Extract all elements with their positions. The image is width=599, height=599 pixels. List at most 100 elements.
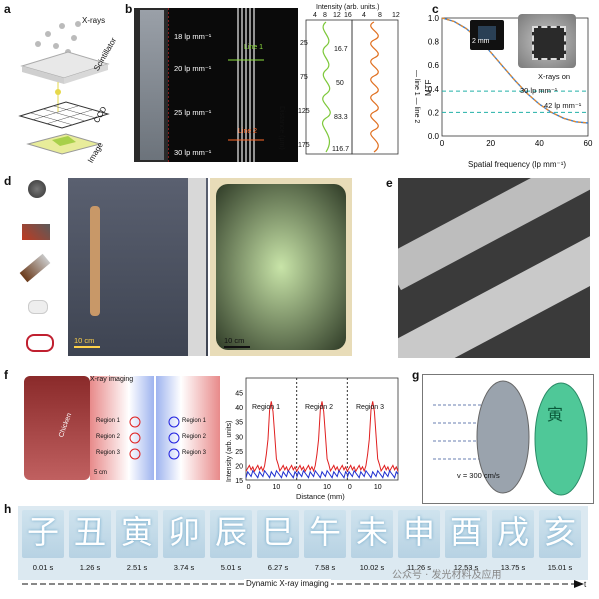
top-tick: 16 — [344, 12, 352, 19]
resolution-xray-image: 18 lp mm⁻¹ 20 lp mm⁻¹ 25 lp mm⁻¹ 30 lp m… — [168, 8, 298, 162]
frame-character: 申 — [402, 513, 435, 551]
backpack-photo: 10 cm — [68, 178, 208, 356]
region-blue-trace — [296, 469, 348, 479]
mtf-x-tick: 0 — [440, 139, 445, 148]
beads-icon — [28, 180, 46, 198]
backpack-xray-image: 10 cm — [210, 178, 352, 356]
region3-left: Region 3 — [96, 450, 121, 456]
frame-character: 辰 — [214, 513, 247, 551]
frame-character: 未 — [355, 513, 388, 551]
panel-label-a: a — [4, 2, 11, 16]
top-tick: 8 — [323, 12, 327, 19]
mtf-y-tick: 1.0 — [428, 14, 440, 23]
peak-value: 16.7 — [334, 46, 348, 53]
line2-profile — [370, 21, 379, 153]
freq-label-18: 18 lp mm⁻¹ — [174, 32, 212, 41]
freq-label-20: 20 lp mm⁻¹ — [174, 64, 212, 73]
frame-time: 6.27 s — [267, 563, 289, 572]
frame-time: 13.75 s — [500, 563, 526, 572]
intensity-profile-chart — [305, 19, 399, 155]
region1-left: Region 1 — [96, 418, 121, 424]
mtf-y-tick: 0.4 — [428, 85, 440, 94]
knife-icon — [19, 253, 51, 283]
xrays-on-label: X-rays on — [538, 72, 571, 81]
frame-character: 酉 — [449, 513, 482, 551]
mtf-y-tick: 0.6 — [428, 61, 440, 70]
frame-character: 子 — [26, 513, 59, 551]
projected-char: 寅 — [547, 405, 564, 424]
peak-value: 83.3 — [334, 114, 348, 121]
y-tick: 75 — [300, 74, 308, 81]
mtf-x-tick: 40 — [535, 139, 544, 148]
earphones-icon — [28, 300, 48, 314]
mtf-y-tick: 0.2 — [428, 108, 440, 117]
freq-label-25: 25 lp mm⁻¹ — [174, 108, 212, 117]
char-frame: 辰 — [210, 510, 252, 558]
char-frame: 午 — [304, 510, 346, 558]
dynamic-caption: Dynamic X-ray imaging — [244, 579, 331, 588]
bone-xray-image — [398, 178, 590, 358]
intensity-region-chart: 15 20 25 30 35 40 45 0 10 0 10 0 10 — [235, 377, 399, 491]
line1-label: Line 1 — [244, 44, 264, 51]
panel-label-c: c — [432, 2, 439, 16]
scale-10cm-1: 10 cm — [74, 336, 95, 345]
intensity-axis-title: Intensity (arb. units.) — [316, 4, 380, 11]
char-frame: 申 — [398, 510, 440, 558]
detector-photo: 2 mm — [470, 20, 504, 50]
frame-character: 卯 — [167, 513, 200, 551]
f-xlabel: Distance (mm) — [296, 492, 345, 501]
frame-time: 7.58 s — [314, 563, 336, 572]
line1-profile — [322, 21, 331, 153]
char-frame: 巳 — [257, 510, 299, 558]
rotating-disc-diagram: 寅 v = 300 cm/s — [422, 374, 594, 504]
distance-axis-title: Distance (μm) — [278, 106, 285, 150]
region2-right: Region 2 — [182, 434, 207, 440]
char-frame: 卯 — [163, 510, 205, 558]
f-frame — [245, 377, 399, 481]
frame-time: 0.01 s — [32, 563, 54, 572]
watermark: 公众号 · 发光材料及应用 — [392, 570, 502, 581]
xray-imaging-label: X-ray imaging — [90, 376, 134, 383]
f-x-tick: 0 — [247, 484, 251, 491]
chart-region1: Region 1 — [252, 404, 281, 411]
panel-label-h: h — [4, 502, 12, 516]
f-y-tick: 30 — [235, 434, 243, 441]
frame-character: 巳 — [261, 513, 294, 551]
mtf-frame — [441, 17, 589, 137]
y-tick: 25 — [300, 40, 308, 47]
chip-xray-image — [518, 14, 576, 68]
chart-region3: Region 3 — [356, 404, 385, 411]
frame-character: 寅 — [120, 513, 153, 551]
mtf-ylabel: MTF — [424, 79, 433, 96]
f-x-tick: 0 — [348, 484, 352, 491]
xrays-label: X-rays — [82, 16, 106, 25]
f-y-tick: 45 — [235, 391, 243, 398]
velocity-label: v = 300 cm/s — [457, 471, 500, 480]
top-tick: 4 — [313, 12, 317, 19]
top-tick: 12 — [392, 12, 400, 19]
char-frame: 寅 — [116, 510, 158, 558]
peak-value: 50 — [336, 80, 344, 87]
mtf-xlabel: Spatial frequency (lp mm⁻¹) — [468, 160, 567, 169]
region2-left: Region 2 — [96, 434, 121, 440]
panel-label-d: d — [4, 174, 12, 188]
panel-label-f: f — [4, 368, 8, 382]
freq-label-30: 30 lp mm⁻¹ — [174, 148, 212, 157]
scale-10cm-2: 10 cm — [224, 336, 245, 345]
scissors-icon — [26, 334, 54, 352]
xray-imaging-schematic — [18, 21, 110, 155]
f-ylabel: Intensity (arb. units) — [226, 420, 233, 482]
frame-time: 10.02 s — [359, 563, 385, 572]
f-y-tick: 20 — [235, 463, 243, 470]
frame-time: 3.74 s — [173, 563, 195, 572]
panel-label-b: b — [125, 2, 133, 16]
y-tick: 175 — [298, 142, 310, 149]
frame-character: 午 — [308, 513, 341, 551]
panel-label-e: e — [386, 176, 393, 190]
chart-region2: Region 2 — [305, 404, 334, 411]
top-tick: 4 — [362, 12, 366, 19]
mtf-chart: 0 20 40 60 0.0 0.2 0.4 0.6 0.8 1.0 — [428, 14, 593, 148]
frame-time: 2.51 s — [126, 563, 148, 572]
resolution-chart-photo — [134, 8, 168, 162]
frame-time: 12.53 s — [453, 563, 479, 572]
